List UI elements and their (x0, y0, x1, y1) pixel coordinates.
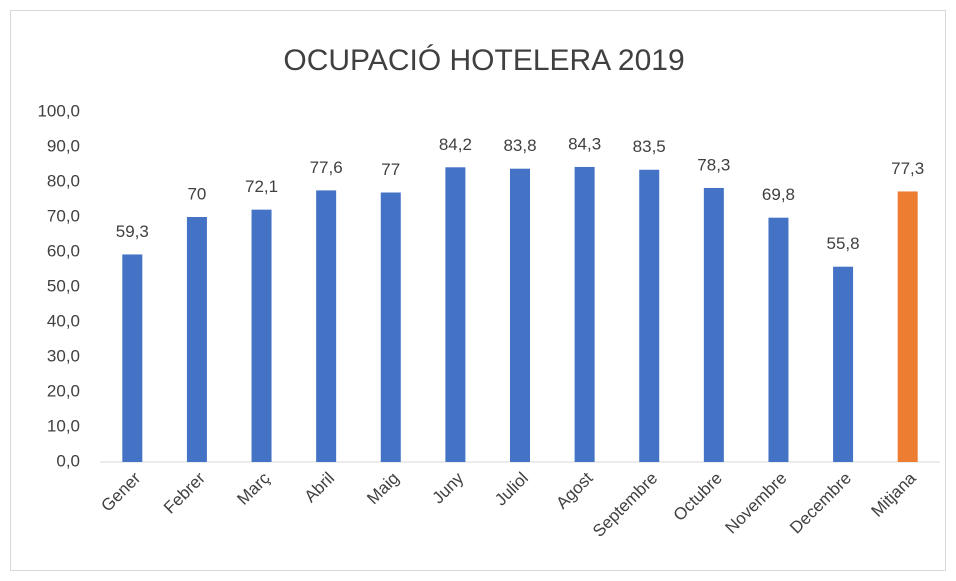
y-tick-label: 100,0 (37, 101, 80, 120)
y-tick-label: 60,0 (47, 241, 80, 260)
bar (703, 187, 724, 462)
bar (768, 217, 789, 462)
value-label: 83,8 (503, 136, 536, 155)
value-label: 84,3 (568, 134, 601, 153)
value-label: 77,6 (310, 158, 343, 177)
chart-border (10, 10, 946, 571)
bar (574, 166, 595, 462)
bar (510, 168, 530, 462)
y-tick-label: 50,0 (47, 276, 80, 295)
bar (897, 191, 918, 462)
y-tick-label: 20,0 (47, 381, 80, 400)
bar (186, 217, 207, 462)
value-label: 69,8 (762, 185, 795, 204)
y-tick-label: 90,0 (47, 136, 80, 155)
y-tick-label: 40,0 (47, 311, 80, 330)
bar (316, 190, 337, 462)
value-label: 70 (187, 184, 206, 203)
chart-title: OCUPACIÓ HOTELERA 2019 (283, 44, 684, 77)
bar (639, 169, 660, 462)
value-label: 59,3 (116, 222, 149, 241)
value-label: 55,8 (827, 234, 860, 253)
value-label: 78,3 (697, 155, 730, 174)
y-tick-label: 80,0 (47, 171, 80, 190)
bar (380, 192, 401, 462)
value-label: 77,3 (891, 159, 924, 178)
bar (445, 167, 466, 463)
value-label: 77 (381, 160, 400, 179)
value-label: 84,2 (439, 135, 472, 154)
y-tick-label: 70,0 (47, 206, 80, 225)
bar (251, 209, 272, 462)
bar (833, 266, 854, 462)
y-tick-label: 30,0 (47, 346, 80, 365)
y-tick-label: 10,0 (47, 416, 80, 435)
value-label: 83,5 (633, 137, 666, 156)
bar (122, 254, 143, 462)
value-label: 72,1 (245, 177, 278, 196)
y-tick-label: 0,0 (56, 451, 80, 470)
